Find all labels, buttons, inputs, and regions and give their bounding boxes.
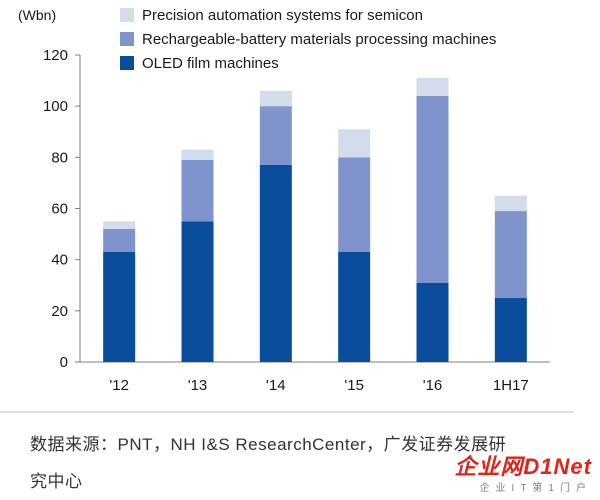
y-tick-label: 80	[51, 149, 68, 166]
bar-segment	[416, 78, 449, 96]
bar-segment	[416, 282, 449, 362]
y-tick-label: 60	[51, 201, 68, 218]
legend-label: Rechargeable-battery materials processin…	[142, 31, 496, 48]
bar-segment	[259, 106, 292, 166]
legend-label: OLED film machines	[142, 55, 279, 72]
bar-segment	[103, 221, 136, 229]
legend-swatch	[120, 8, 134, 22]
bar-segment	[494, 211, 527, 299]
bar-segment	[494, 298, 527, 362]
y-tick-label: 20	[51, 303, 68, 320]
x-tick-label: '15	[344, 377, 364, 394]
watermark-main: 企业网D1Net	[454, 454, 592, 479]
bar-segment	[103, 251, 136, 362]
bar-segment	[259, 90, 292, 107]
bar-segment	[181, 159, 214, 222]
x-tick-label: '16	[423, 377, 443, 394]
y-tick-label: 120	[43, 47, 68, 64]
stacked-bar-chart: (Wbn) Precision automation systems for s…	[0, 7, 574, 413]
chart-legend: Precision automation systems for semicon…	[120, 7, 496, 72]
x-tick-label: '12	[109, 377, 129, 394]
bar-segment	[494, 195, 527, 212]
bar-segment	[338, 157, 371, 252]
y-tick-label: 0	[60, 354, 68, 371]
x-tick-label: 1H17	[493, 377, 529, 394]
x-tick-label: '14	[266, 377, 286, 394]
y-tick-label: 40	[51, 252, 68, 269]
watermark-sub: 企业IT第1门户	[479, 483, 592, 494]
bar-segment	[338, 129, 371, 158]
y-axis-unit-label: (Wbn)	[18, 7, 56, 23]
bar-segment	[181, 221, 214, 362]
source-note-line-1: 数据来源：PNT，NH I&S ResearchCenter，广发证券发展研	[30, 435, 507, 454]
bar-series	[103, 78, 527, 362]
y-tick-label: 100	[43, 98, 68, 115]
y-axis: 0 20 40 60 80 100 120	[43, 47, 81, 371]
bar-segment	[259, 165, 292, 362]
x-tick-label: '13	[188, 377, 208, 394]
legend-swatch	[120, 32, 134, 46]
x-axis: '12 '13 '14 '15 '16 1H17	[80, 361, 550, 394]
legend-label: Precision automation systems for semicon	[142, 7, 423, 24]
bar-segment	[416, 95, 449, 283]
source-note-line-2: 究中心	[30, 472, 83, 491]
bar-segment	[338, 251, 371, 362]
watermark-logo: 企业网D1Net 企业IT第1门户	[454, 449, 592, 494]
bar-segment	[181, 149, 214, 160]
bar-segment	[103, 228, 136, 252]
legend-swatch	[120, 56, 134, 70]
